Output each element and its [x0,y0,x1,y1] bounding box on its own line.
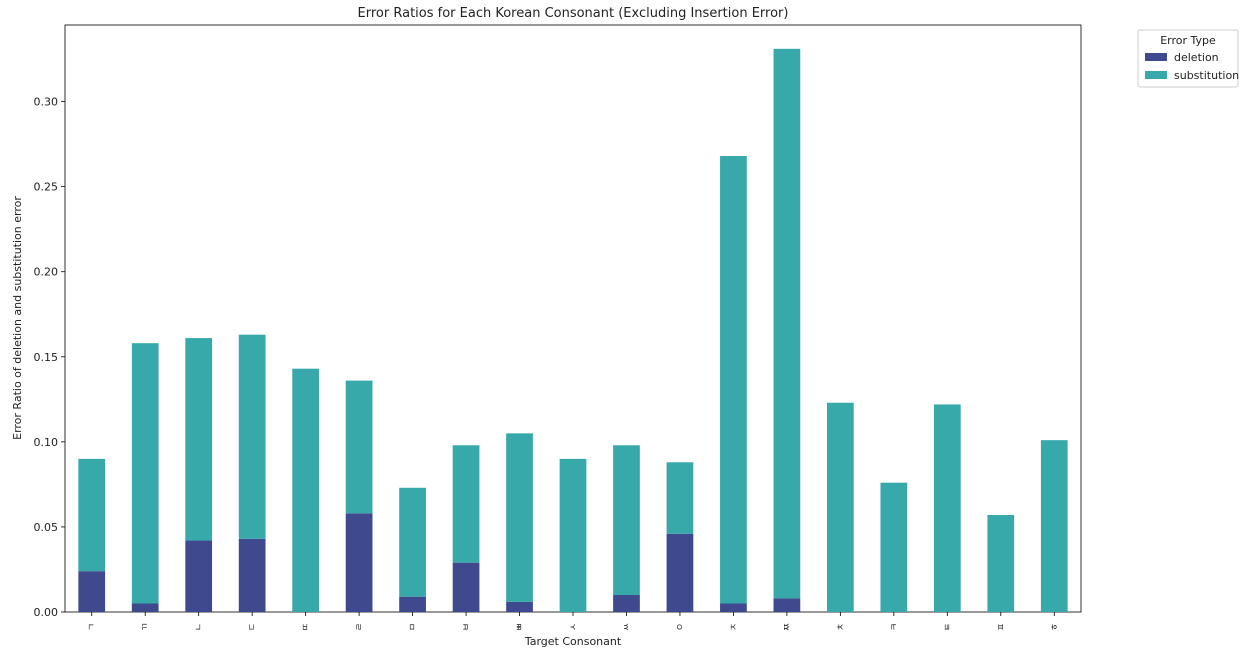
bar-substitution [880,482,908,612]
x-tick-label: ㅋ [890,623,900,631]
y-tick-label: 0.30 [34,96,59,109]
x-axis-label: Target Consonant [524,635,622,648]
x-tick-label: ㅍ [997,623,1007,631]
bar-substitution [666,462,694,534]
bar-substitution [1040,440,1068,612]
legend-label-deletion: deletion [1174,51,1219,64]
y-tick-label: 0.00 [34,606,59,619]
bar-substitution [506,433,533,602]
bar-substitution [238,334,266,539]
bar-deletion [399,596,426,612]
legend-swatch-deletion [1145,53,1167,61]
x-tick-label: ㅊ [836,623,846,631]
y-tick-label: 0.05 [34,521,59,534]
bar-substitution [933,404,961,612]
x-tick-label: ㄸ [302,623,312,631]
legend: Error Type deletion substitution [1137,29,1239,88]
chart-title: Error Ratios for Each Korean Consonant (… [358,6,789,21]
x-tick-label: ㅁ [409,623,419,631]
x-tick-label: ㄱ [88,623,98,631]
bar-substitution [399,487,426,597]
bar-substitution [559,458,587,612]
bar-deletion [345,513,373,612]
bar-substitution [613,445,640,595]
bar-substitution [131,343,159,604]
legend-items: deletion substitution [1145,51,1239,82]
bar-deletion [720,603,747,612]
bar-substitution [720,156,747,604]
bar-deletion [506,601,533,612]
bar-deletion [773,598,801,612]
x-tick-label: ㅈ [729,623,739,631]
x-tick-label: ㅎ [1050,623,1060,631]
bar-deletion [185,540,213,612]
bar-substitution [827,402,854,612]
bar-substitution [78,458,106,572]
x-tick-label: ㅅ [569,623,579,631]
bar-substitution [185,338,213,541]
x-tick-label: ㅆ [622,623,632,631]
bar-deletion [452,562,480,612]
bar-substitution [292,368,319,612]
bar-deletion [666,533,694,612]
x-tick-label: ㅃ [516,623,526,631]
y-axis-label: Error Ratio of deletion and substitution… [11,196,24,440]
legend-label-substitution: substitution [1174,69,1239,82]
x-tick-label: ㅌ [943,623,953,631]
bar-deletion [78,571,106,612]
y-tick-label: 0.20 [34,266,59,279]
bar-substitution [773,48,801,599]
legend-title: Error Type [1160,34,1216,47]
y-tick-label: 0.25 [34,181,59,194]
bar-substitution [345,380,373,514]
legend-swatch-substitution [1145,71,1167,79]
bar-deletion [238,538,266,612]
bar-deletion [613,594,640,612]
x-tick-label: ㄹ [355,623,365,631]
y-tick-label: 0.10 [34,436,59,449]
x-tick-label: ㄷ [248,623,258,631]
y-axis: 0.00 0.05 0.10 0.15 0.20 0.25 0.30 [34,96,65,619]
bars-group [78,48,1068,612]
y-tick-label: 0.15 [34,351,59,364]
bar-substitution [452,445,480,563]
x-tick-label: ㄲ [141,623,151,631]
x-tick-label: ㄴ [195,623,205,631]
x-tick-label: ㅉ [783,623,793,631]
x-tick-label: ㅇ [676,623,686,631]
x-tick-label: ㅂ [462,623,472,631]
bar-substitution [987,515,1015,612]
bar-deletion [131,603,159,612]
